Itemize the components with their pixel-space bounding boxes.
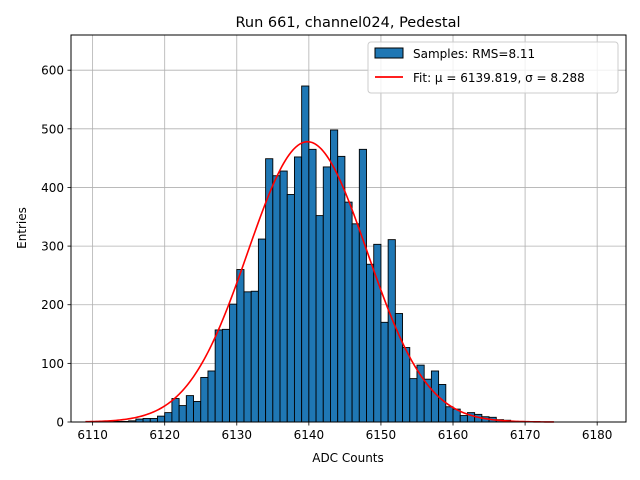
histogram-bar [149,418,158,423]
histogram-bar [171,398,180,423]
fit-curve [85,140,554,423]
x-tick-label: 6180 [582,428,613,442]
histogram-bar [164,412,173,423]
histogram-bar [178,405,187,423]
histogram-bar [250,290,259,423]
histogram-bar [279,170,288,423]
legend-swatch-histogram [374,47,404,59]
y-axis-ticks: 0 100 200 300 400 500 600 [41,64,71,430]
histogram-bar [229,303,238,423]
histogram-bar [157,415,166,423]
histogram-bar [243,291,252,423]
histogram-bar [293,156,303,423]
y-axis-label: Entries [15,207,29,249]
fit-curve-group [85,140,554,423]
histogram-bar [337,155,346,423]
histogram-bar [351,223,360,423]
histogram-bar [358,148,367,423]
legend-label-histogram: Samples: RMS=8.11 [413,47,535,61]
y-tick-label: 600 [41,64,64,78]
histogram-bar [272,175,281,423]
y-tick-label: 500 [41,122,64,136]
histogram-bar [344,201,353,423]
histogram-bar [387,239,396,423]
histogram-bar [380,321,389,423]
histogram-bar [409,378,418,423]
legend-label-fit: Fit: μ = 6139.819, σ = 8.288 [413,71,585,85]
histogram-bar [416,364,425,423]
histogram-bar [142,418,151,423]
x-tick-label: 6170 [510,428,541,442]
x-tick-label: 6110 [77,428,108,442]
x-axis-label: ADC Counts [312,451,384,465]
histogram-bar [221,328,231,423]
histogram-bar [459,415,468,423]
x-tick-label: 6140 [294,428,325,442]
plot-frame [70,34,627,423]
chart-title: Run 661, channel024, Pedestal [235,15,460,31]
histogram-bar [207,370,216,423]
histogram-bar [236,269,245,423]
y-tick-label: 0 [56,416,64,430]
x-tick-label: 6120 [149,428,180,442]
y-tick-label: 300 [41,240,64,254]
histogram-bar [315,215,324,423]
histogram-bar [402,347,411,423]
histogram-bar [185,395,194,423]
legend-box [367,41,619,94]
y-tick-label: 100 [41,357,64,371]
x-tick-label: 6160 [438,428,469,442]
histogram-bar [322,166,331,423]
y-tick-label: 200 [41,298,64,312]
histogram-bar [193,401,202,423]
histogram-bar [301,85,310,423]
histogram-bar [200,376,209,423]
histogram-bar [366,263,375,423]
y-tick-label: 400 [41,181,64,195]
legend: Samples: RMS=8.11 Fit: μ = 6139.819, σ =… [367,41,619,94]
histogram-bar [286,194,295,423]
histogram-bar [308,148,317,423]
histogram-bar [257,238,267,423]
histogram-bar [445,406,454,423]
histogram-bar [214,329,223,423]
x-tick-label: 6130 [222,428,253,442]
x-tick-label: 6150 [366,428,397,442]
histogram-bar [438,384,447,423]
x-axis-ticks: 6110 6120 6130 6140 6150 6160 6170 6180 [77,422,612,442]
